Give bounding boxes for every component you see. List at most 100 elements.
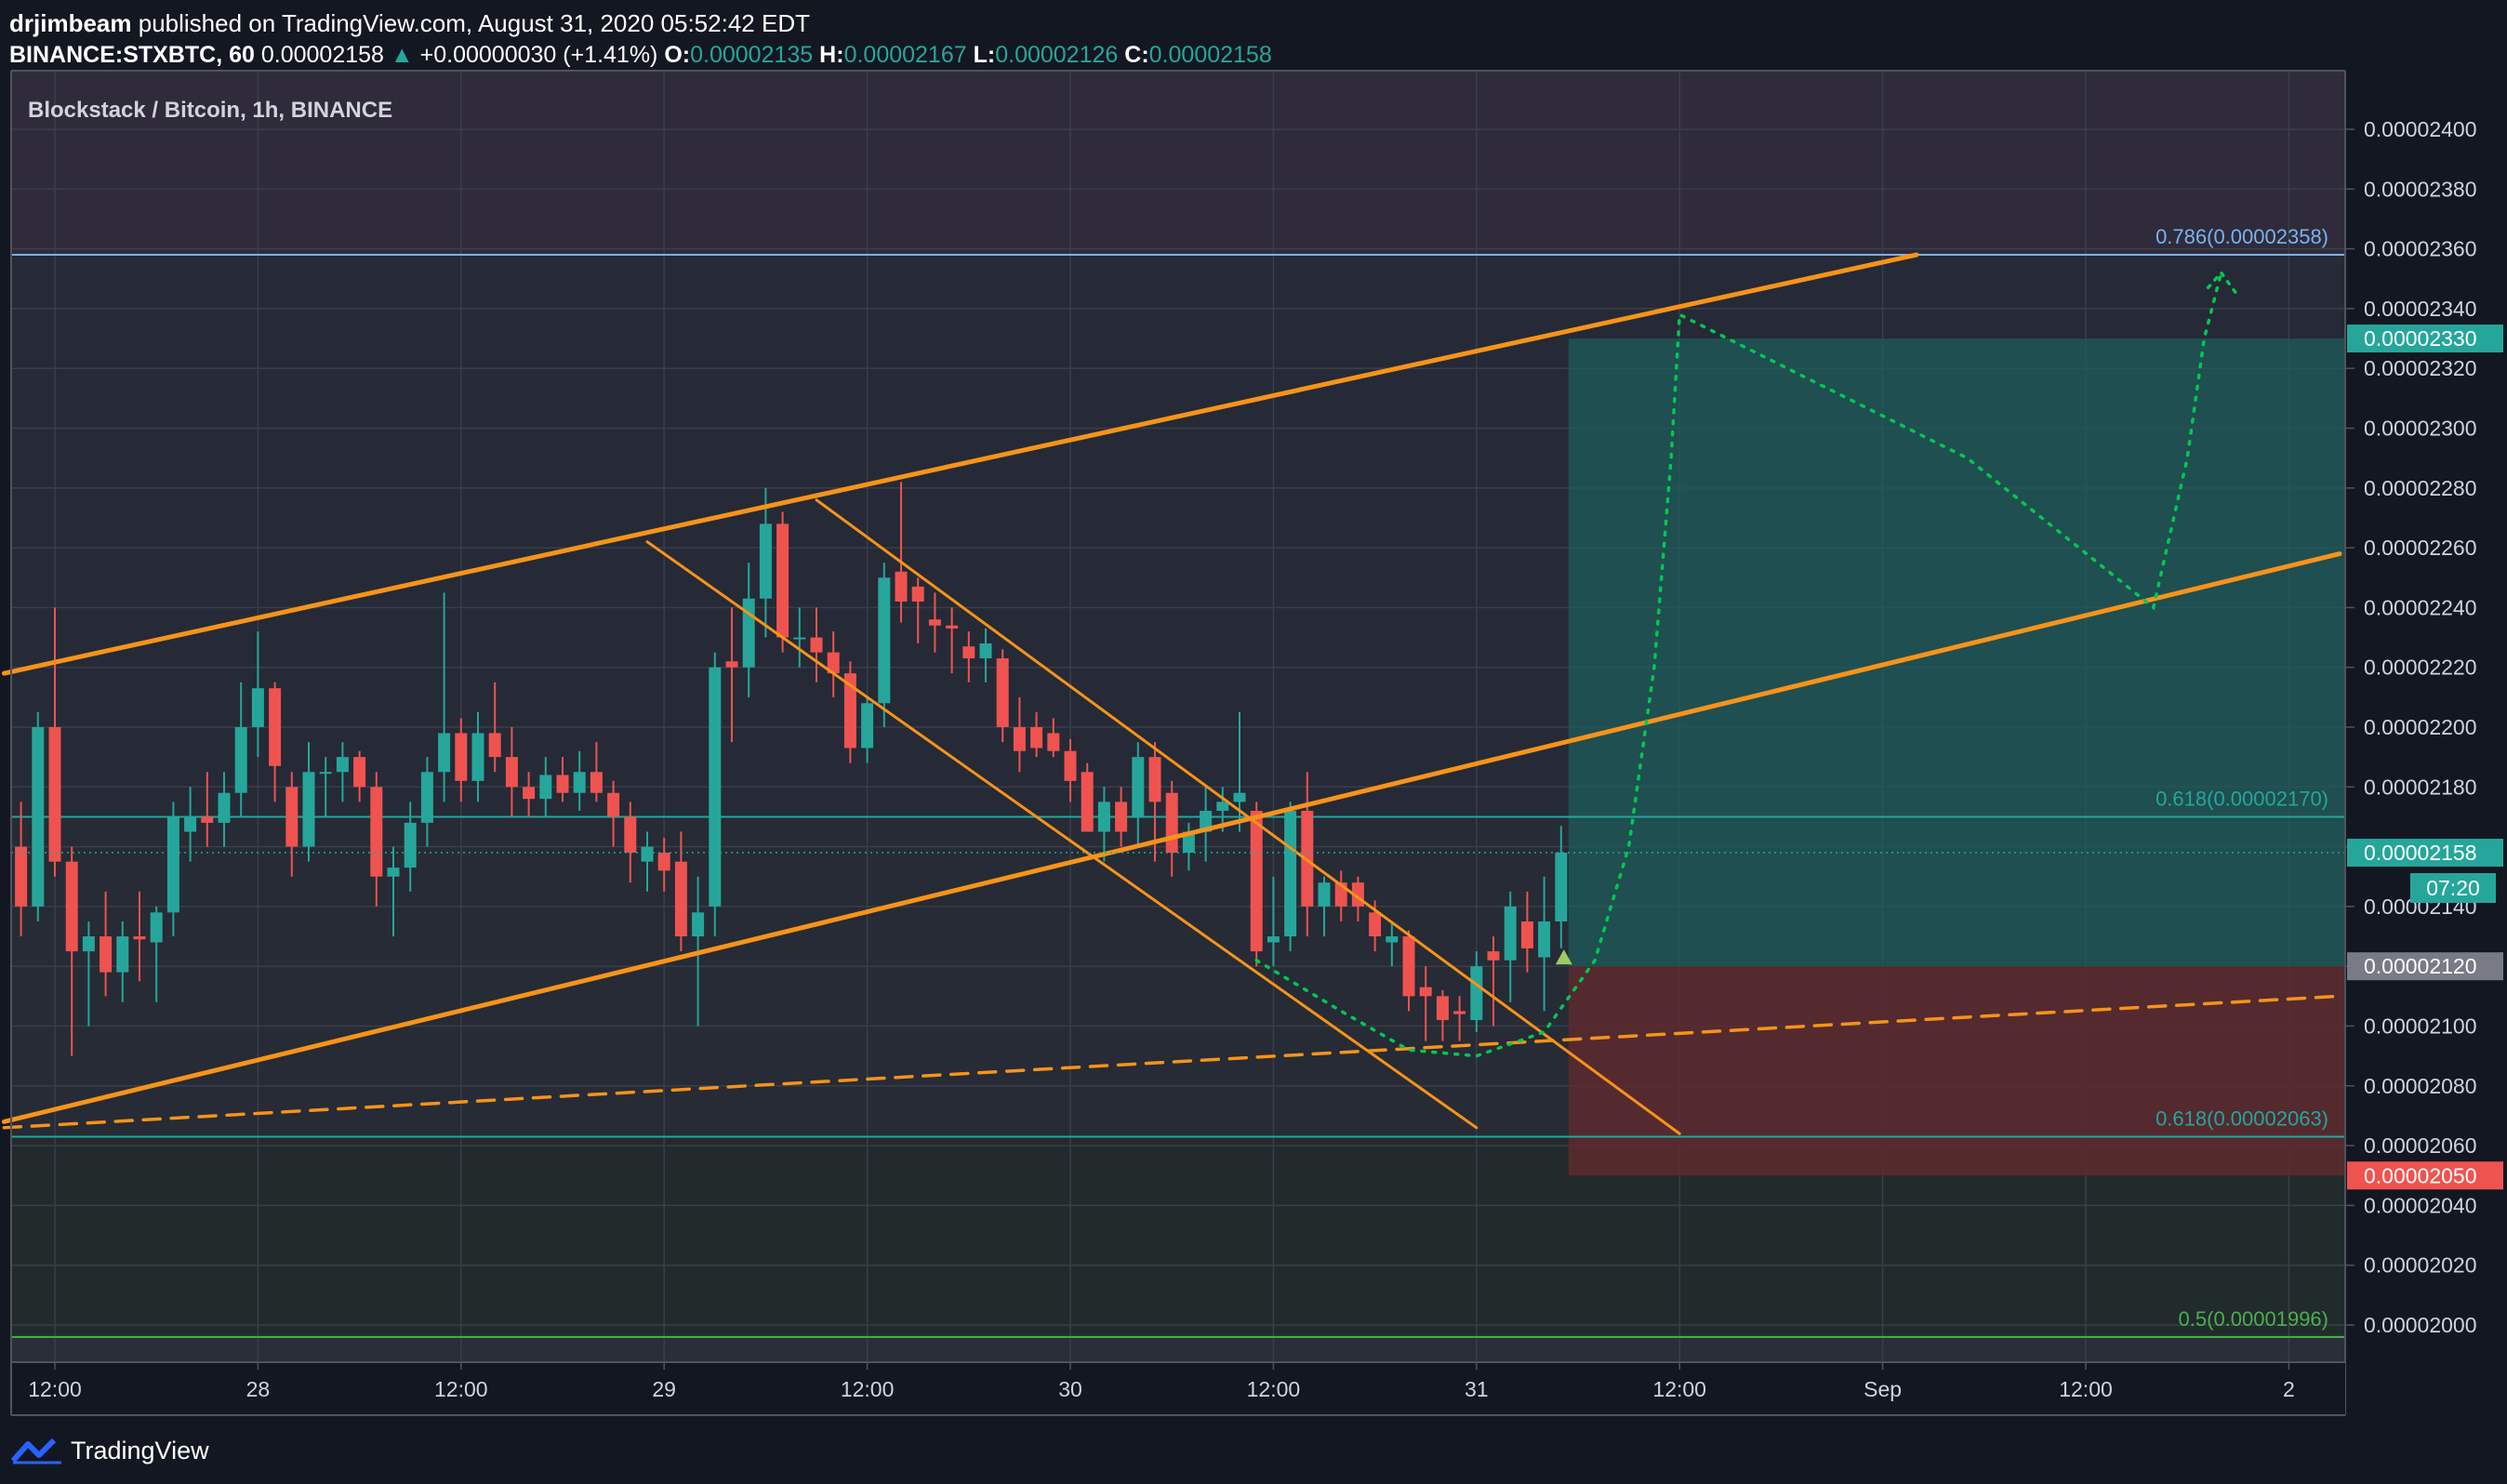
candle-up bbox=[1318, 882, 1331, 907]
candle-up bbox=[438, 733, 451, 773]
price-tag bbox=[2347, 1161, 2503, 1190]
last-price: 0.00002158 bbox=[260, 42, 384, 68]
price-tag bbox=[2347, 839, 2503, 868]
x-tick-label: 12:00 bbox=[1652, 1377, 1706, 1401]
candle-down bbox=[15, 846, 28, 907]
publish-line: drjimbeam published on TradingView.com, … bbox=[9, 7, 2427, 39]
countdown-tag bbox=[2410, 873, 2496, 904]
price-tag-label: 0.00002330 bbox=[2364, 326, 2477, 351]
symbol-label: BINANCE:STXBTC, 60 bbox=[9, 42, 255, 68]
fib-label: 0.786(0.00002358) bbox=[2155, 225, 2328, 248]
candle-up bbox=[1267, 936, 1280, 943]
fib-label: 0.5(0.00001996) bbox=[2179, 1307, 2328, 1331]
trendline bbox=[1, 252, 1919, 676]
low-label: L: bbox=[973, 42, 996, 68]
candle-up bbox=[692, 912, 705, 937]
y-tick-label: 0.00002220 bbox=[2364, 656, 2477, 680]
x-tick-label: 12:00 bbox=[2059, 1377, 2113, 1401]
candle-up bbox=[150, 912, 163, 943]
candle-down bbox=[776, 523, 789, 638]
candle-down bbox=[674, 861, 687, 937]
candle-down bbox=[827, 652, 840, 674]
y-tick-label: 0.00002200 bbox=[2364, 715, 2477, 739]
candle-down bbox=[488, 733, 501, 758]
x-tick-label: 28 bbox=[246, 1377, 271, 1401]
candle-down bbox=[353, 757, 366, 788]
candle-down bbox=[895, 571, 908, 602]
y-tick-label: 0.00002340 bbox=[2364, 297, 2477, 321]
fib-label: 0.618(0.00002170) bbox=[2155, 787, 2328, 810]
candle-up bbox=[1386, 936, 1399, 943]
candle-up bbox=[573, 772, 586, 793]
price-change: +0.00000030 (+1.41%) bbox=[419, 42, 658, 68]
candle-down bbox=[1453, 1011, 1466, 1014]
candle-up bbox=[82, 936, 95, 952]
low-value: 0.00002126 bbox=[995, 42, 1119, 68]
candle-down bbox=[269, 688, 282, 766]
trendline bbox=[815, 498, 1681, 1135]
candle-down bbox=[1419, 987, 1432, 997]
author-name[interactable]: drjimbeam bbox=[9, 9, 132, 37]
price-tag bbox=[2347, 325, 2503, 353]
candle-down bbox=[1436, 996, 1449, 1021]
candle-down bbox=[996, 658, 1009, 727]
candle-down bbox=[590, 772, 603, 793]
time-axis bbox=[11, 1362, 2345, 1415]
candle-down bbox=[505, 757, 518, 788]
price-tag-label: 0.00002050 bbox=[2364, 1163, 2477, 1187]
x-tick-label: 2 bbox=[2283, 1377, 2295, 1401]
footer: TradingView bbox=[11, 1430, 209, 1471]
x-tick-label: 12:00 bbox=[434, 1377, 488, 1401]
candle-down bbox=[48, 727, 61, 862]
candle-up bbox=[1504, 906, 1517, 961]
high-label: H: bbox=[819, 42, 844, 68]
candle-down bbox=[607, 792, 620, 817]
y-tick-label: 0.00002300 bbox=[2364, 417, 2477, 441]
price-axis bbox=[2345, 71, 2507, 1415]
y-tick-label: 0.00002280 bbox=[2364, 476, 2477, 500]
candle-down bbox=[370, 787, 383, 877]
candle-up bbox=[184, 816, 197, 832]
y-tick-label: 0.00002260 bbox=[2364, 536, 2477, 560]
candle-up bbox=[1233, 792, 1246, 802]
candle-down bbox=[1148, 757, 1161, 802]
candle-up bbox=[404, 822, 417, 868]
candle-down bbox=[1064, 750, 1077, 781]
x-tick-label: Sep bbox=[1864, 1377, 1902, 1401]
candle-down bbox=[1081, 772, 1094, 832]
candle-down bbox=[1402, 936, 1415, 997]
candle-up bbox=[234, 727, 247, 793]
open-label: O: bbox=[664, 42, 691, 68]
candle-down bbox=[725, 661, 738, 668]
candle-up bbox=[166, 816, 179, 913]
x-tick-label: 30 bbox=[1058, 1377, 1082, 1401]
candle-up bbox=[793, 637, 806, 640]
fib-label: 0.618(0.00002063) bbox=[2155, 1106, 2328, 1130]
candle-down bbox=[962, 646, 975, 659]
candle-down bbox=[843, 673, 856, 749]
candle-up bbox=[1538, 921, 1551, 958]
candle-up bbox=[539, 775, 552, 800]
x-tick-label: 12:00 bbox=[1247, 1377, 1301, 1401]
candle-up bbox=[319, 772, 332, 775]
candle-up bbox=[878, 577, 891, 704]
candle-up bbox=[1555, 853, 1568, 921]
candle-down bbox=[624, 816, 637, 854]
loss-zone bbox=[1568, 966, 2345, 1176]
brand-name[interactable]: TradingView bbox=[71, 1436, 209, 1464]
price-tag-label: 0.00002158 bbox=[2364, 841, 2477, 865]
candle-down bbox=[455, 733, 468, 781]
close-label: C: bbox=[1124, 42, 1149, 68]
candle-down bbox=[556, 775, 569, 793]
dashed-trendline bbox=[2, 994, 2341, 1130]
candle-up bbox=[32, 727, 45, 907]
chart-title: Blockstack / Bitcoin, 1h, BINANCE bbox=[28, 98, 392, 123]
y-tick-label: 0.00002000 bbox=[2364, 1313, 2477, 1337]
candle-down bbox=[911, 586, 924, 602]
candle-down bbox=[810, 637, 823, 653]
y-tick-label: 0.00002320 bbox=[2364, 356, 2477, 380]
trendline bbox=[645, 540, 1479, 1130]
profit-zone bbox=[1568, 338, 2345, 967]
candle-down bbox=[1013, 727, 1026, 751]
